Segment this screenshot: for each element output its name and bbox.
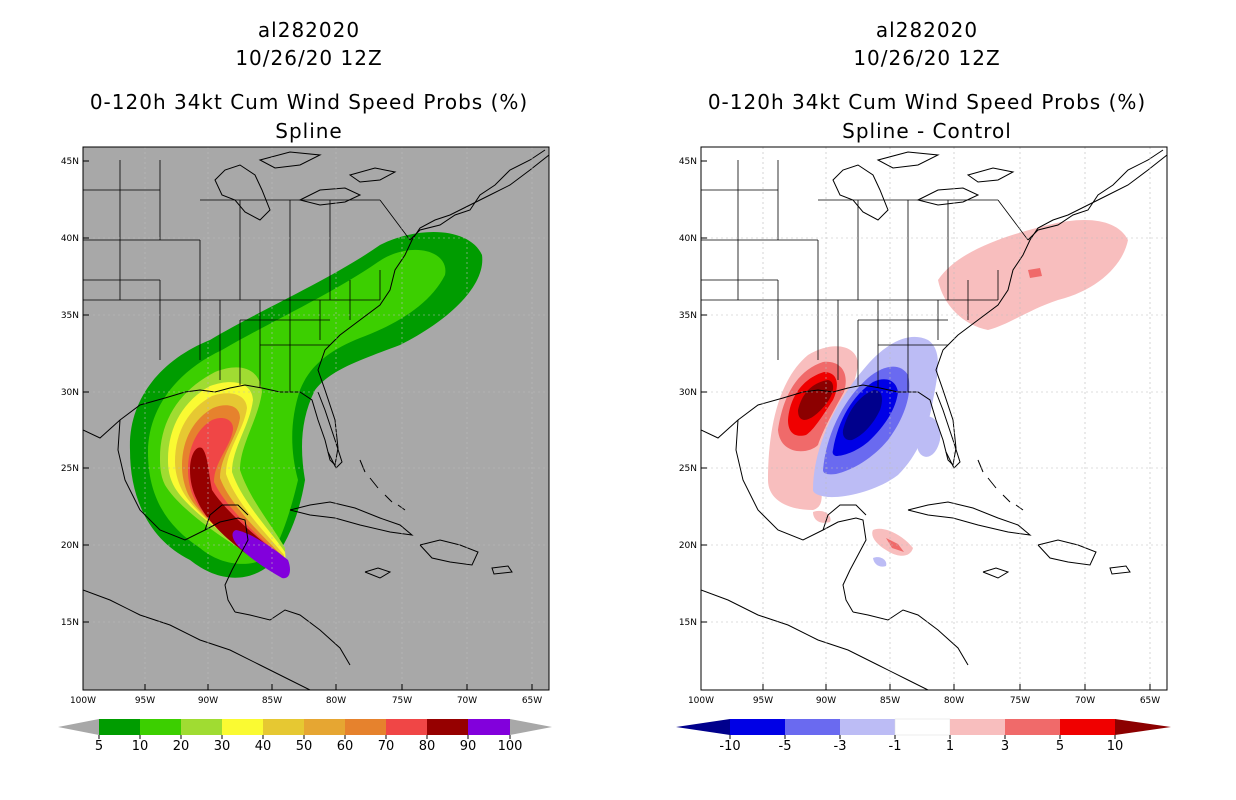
left-colorbar: 5 10 20 30 40 50 60 70 80 90 100 — [58, 719, 552, 754]
left-cb-label-7: 70 — [378, 739, 395, 754]
left-colorbar-swatch-0 — [99, 719, 140, 735]
right-lon-label-75: 75W — [1010, 696, 1030, 706]
right-lat-label-15: 15N — [679, 618, 697, 628]
right-coastlines — [701, 149, 1167, 690]
left-lon-label-80: 80W — [326, 696, 346, 706]
left-map-svg: 45N 40N 35N 30N 25N 20N 15N 100W 95W 90W… — [58, 146, 552, 754]
left-lon-label-75: 75W — [392, 696, 412, 706]
right-lat-label-30: 30N — [679, 388, 697, 398]
right-grid — [701, 147, 1167, 690]
left-colorbar-swatch-7 — [386, 719, 427, 735]
right-lon-label-65: 65W — [1140, 696, 1160, 706]
right-subtitle: Spline - Control — [842, 119, 1012, 143]
left-colorbar-swatch-5 — [304, 719, 345, 735]
left-colorbar-over — [510, 719, 552, 735]
left-panel: al282020 10/26/20 12Z 0-120h 34kt Cum Wi… — [58, 18, 552, 754]
left-state-borders — [83, 160, 411, 392]
right-lon-label-80: 80W — [944, 696, 964, 706]
left-colorbar-swatch-3 — [222, 719, 263, 735]
right-colorbar-swatch-6 — [1060, 719, 1115, 735]
right-product-title: 0-120h 34kt Cum Wind Speed Probs (%) — [707, 90, 1147, 114]
left-lat-label-20: 20N — [61, 541, 79, 551]
left-colorbar-swatch-8 — [427, 719, 468, 735]
right-cb-label-0: -10 — [719, 739, 740, 754]
left-cb-label-8: 80 — [419, 739, 436, 754]
right-init-time: 10/26/20 12Z — [853, 46, 1001, 70]
left-lat-label-40: 40N — [61, 234, 79, 244]
left-cb-label-5: 50 — [296, 739, 313, 754]
left-cb-label-1: 10 — [132, 739, 149, 754]
right-cb-label-6: 5 — [1056, 739, 1064, 754]
left-probability-swath — [129, 232, 483, 579]
left-lon-label-65: 65W — [522, 696, 542, 706]
left-map-frame — [82, 146, 550, 691]
right-lon-label-85: 85W — [880, 696, 900, 706]
left-lon-label-85: 85W — [262, 696, 282, 706]
right-colorbar-swatch-4 — [950, 719, 1005, 735]
left-cb-label-0: 5 — [95, 739, 103, 754]
left-lon-label-70: 70W — [457, 696, 477, 706]
left-colorbar-swatch-1 — [140, 719, 181, 735]
right-cb-label-1: -5 — [779, 739, 792, 754]
right-map-frame — [700, 146, 1168, 691]
right-cb-label-4: 1 — [946, 739, 954, 754]
right-lon-label-90: 90W — [816, 696, 836, 706]
left-lat-label-25: 25N — [61, 464, 79, 474]
left-cb-label-3: 30 — [214, 739, 231, 754]
right-colorbar-swatch-3 — [894, 718, 951, 736]
right-colorbar-swatch-5 — [1005, 719, 1060, 735]
left-lon-label-90: 90W — [198, 696, 218, 706]
left-cb-label-9: 90 — [460, 739, 477, 754]
right-colorbar-swatch-1 — [785, 719, 840, 735]
right-colorbar-over — [1115, 719, 1171, 735]
left-ticks — [82, 160, 533, 690]
left-lon-label-100: 100W — [70, 696, 96, 706]
right-map-svg: 45N 40N 35N 30N 25N 20N 15N 100W 95W 90W… — [676, 146, 1171, 754]
right-lat-label-35: 35N — [679, 311, 697, 321]
right-lat-label-40: 40N — [679, 234, 697, 244]
left-cb-label-2: 20 — [173, 739, 190, 754]
left-init-time: 10/26/20 12Z — [235, 46, 383, 70]
left-colorbar-swatch-6 — [345, 719, 386, 735]
right-lat-label-25: 25N — [679, 464, 697, 474]
right-colorbar: -10 -5 -3 -1 1 3 5 10 — [676, 718, 1171, 754]
left-coastlines — [83, 149, 549, 690]
right-lat-label-20: 20N — [679, 541, 697, 551]
right-lon-label-100: 100W — [688, 696, 714, 706]
right-cb-label-7: 10 — [1107, 739, 1124, 754]
right-lon-label-95: 95W — [753, 696, 773, 706]
right-lon-label-70: 70W — [1075, 696, 1095, 706]
left-cb-label-10: 100 — [498, 739, 523, 754]
left-lat-label-35: 35N — [61, 311, 79, 321]
right-cb-label-5: 3 — [1001, 739, 1009, 754]
left-subtitle: Spline — [275, 119, 343, 143]
left-storm-id: al282020 — [257, 18, 361, 42]
right-lat-label-45: 45N — [679, 157, 697, 167]
left-lat-label-15: 15N — [61, 618, 79, 628]
left-cb-label-6: 60 — [337, 739, 354, 754]
right-colorbar-swatch-2 — [840, 719, 895, 735]
right-storm-id: al282020 — [875, 18, 979, 42]
left-product-title: 0-120h 34kt Cum Wind Speed Probs (%) — [89, 90, 529, 114]
right-cb-label-3: -1 — [889, 739, 902, 754]
left-colorbar-swatch-2 — [181, 719, 222, 735]
left-colorbar-swatch-4 — [263, 719, 304, 735]
right-panel: al282020 10/26/20 12Z 0-120h 34kt Cum Wi… — [618, 0, 1236, 800]
right-difference-field — [768, 220, 1128, 567]
left-lat-label-45: 45N — [61, 157, 79, 167]
right-state-borders — [701, 160, 1029, 392]
right-colorbar-under — [676, 719, 730, 735]
right-colorbar-swatch-0 — [730, 719, 785, 735]
left-colorbar-swatch-9 — [468, 719, 510, 735]
left-lon-label-95: 95W — [135, 696, 155, 706]
left-cb-label-4: 40 — [255, 739, 272, 754]
left-colorbar-under — [58, 719, 99, 735]
right-cb-label-2: -3 — [834, 739, 847, 754]
left-grid — [83, 147, 549, 690]
left-lat-label-30: 30N — [61, 388, 79, 398]
right-ticks — [700, 160, 1151, 690]
